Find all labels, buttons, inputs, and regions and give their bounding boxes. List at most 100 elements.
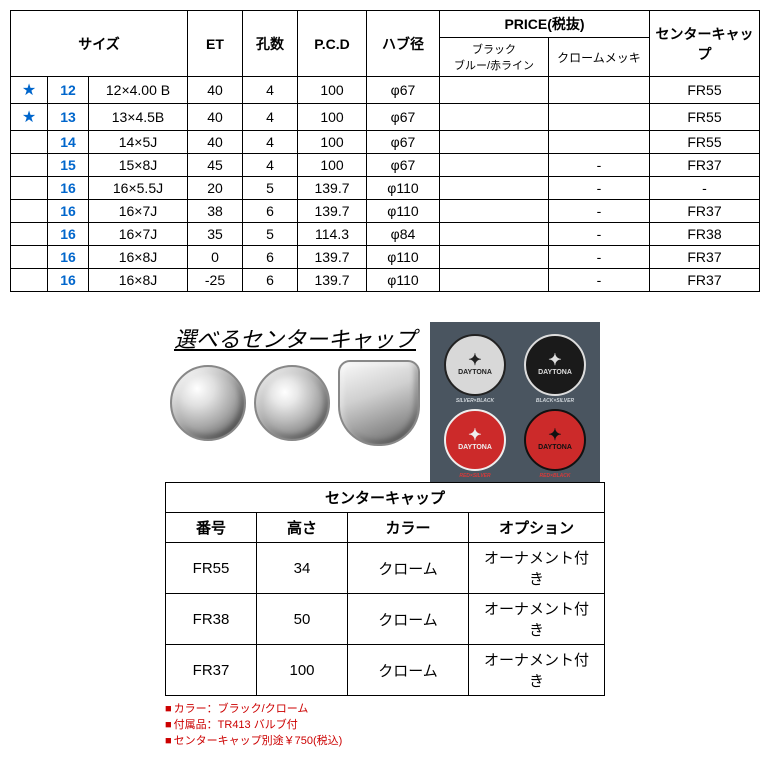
emblem-brand: DAYTONA [538,369,572,376]
cap-color-cell: クローム [348,543,469,594]
et-cell: 40 [188,77,243,104]
size-number: 12 [48,77,89,104]
table-row: 1616×7J386139.7φ110-FR37 [11,200,760,223]
cap-no-cell: FR37 [166,645,257,696]
holes-cell: 5 [243,223,298,246]
size-spec: 16×7J [89,200,188,223]
star-cell [11,246,48,269]
star-cell [11,200,48,223]
cap-color-cell: クローム [348,645,469,696]
price-black-cell [440,177,549,200]
hdr-hub: ハブ径 [367,11,440,77]
hdr-pcd: P.C.D [298,11,367,77]
wing-icon: ✦ [468,353,481,369]
emblem-panel: ✦DAYTONASILVER×BLACK✦DAYTONABLACK×SILVER… [430,322,600,482]
cap-height-cell: 50 [257,594,348,645]
cap-image-2 [254,365,330,441]
size-spec: 15×8J [89,154,188,177]
table-row: 1616×7J355114.3φ84-FR38 [11,223,760,246]
star-cell [11,154,48,177]
center-cap-cell: FR55 [650,131,760,154]
et-cell: -25 [188,269,243,292]
cap-height-cell: 34 [257,543,348,594]
size-number: 13 [48,104,89,131]
hub-cell: φ110 [367,177,440,200]
cap-table-row: FR37100クロームオーナメント付き [166,645,605,696]
pcd-cell: 100 [298,131,367,154]
emblem-brand: DAYTONA [458,369,492,376]
hdr-price-chrome: クロームメッキ [549,38,650,77]
pcd-cell: 100 [298,104,367,131]
cap-option-cell: オーナメント付き [469,645,605,696]
table-row: ★1313×4.5B404100φ67FR55 [11,104,760,131]
price-chrome-cell: - [549,246,650,269]
star-cell: ★ [11,77,48,104]
size-number: 16 [48,223,89,246]
price-chrome-cell: - [549,223,650,246]
price-chrome-cell: - [549,177,650,200]
cap-image-3 [338,360,420,446]
hub-cell: φ67 [367,77,440,104]
table-row: 1616×5.5J205139.7φ110-- [11,177,760,200]
notes-block: カラー：ブラック/クローム付属品：TR413 バルブ付センターキャップ別途￥75… [165,700,605,748]
emblem-badge: ✦DAYTONASILVER×BLACK [444,334,506,396]
et-cell: 0 [188,246,243,269]
price-black-cell [440,223,549,246]
price-black-cell [440,154,549,177]
holes-cell: 4 [243,77,298,104]
et-cell: 38 [188,200,243,223]
star-cell [11,131,48,154]
cap-color-cell: クローム [348,594,469,645]
star-cell: ★ [11,104,48,131]
cap-hdr-option: オプション [469,513,605,543]
cap-table-row: FR3850クロームオーナメント付き [166,594,605,645]
holes-cell: 4 [243,104,298,131]
price-black-cell [440,104,549,131]
cap-option-cell: オーナメント付き [469,543,605,594]
price-black-cell [440,131,549,154]
center-cap-cell: FR38 [650,223,760,246]
price-chrome-cell: - [549,269,650,292]
holes-cell: 6 [243,200,298,223]
hdr-center-cap: センターキャップ [650,11,760,77]
note-line: カラー：ブラック/クローム [165,700,605,716]
pcd-cell: 139.7 [298,246,367,269]
size-spec: 14×5J [89,131,188,154]
et-cell: 35 [188,223,243,246]
hub-cell: φ67 [367,104,440,131]
holes-cell: 6 [243,246,298,269]
holes-cell: 4 [243,154,298,177]
main-spec-table: サイズ ET 孔数 P.C.D ハブ径 PRICE(税抜) センターキャップ ブ… [10,10,760,292]
size-number: 16 [48,269,89,292]
emblem-label: RED×SILVER [440,473,510,479]
note-line: センターキャップ別途￥750(税込) [165,732,605,748]
hub-cell: φ110 [367,246,440,269]
cap-table-row: FR5534クロームオーナメント付き [166,543,605,594]
holes-cell: 5 [243,177,298,200]
star-cell [11,223,48,246]
emblem-label: RED×BLACK [520,473,590,479]
price-black-cell [440,269,549,292]
center-cap-table: センターキャップ 番号 高さ カラー オプション FR5534クロームオーナメン… [165,482,605,696]
size-spec: 16×7J [89,223,188,246]
center-cap-cell: FR37 [650,154,760,177]
center-cap-cell: FR37 [650,200,760,223]
price-chrome-cell [549,131,650,154]
price-chrome-cell [549,77,650,104]
emblem-label: BLACK×SILVER [520,398,590,404]
pcd-cell: 139.7 [298,200,367,223]
emblem-brand: DAYTONA [458,444,492,451]
table-row: 1414×5J404100φ67FR55 [11,131,760,154]
emblem-brand: DAYTONA [538,444,572,451]
wing-icon: ✦ [548,428,561,444]
hub-cell: φ67 [367,154,440,177]
size-number: 16 [48,200,89,223]
et-cell: 40 [188,131,243,154]
star-cell [11,177,48,200]
price-black-cell [440,246,549,269]
et-cell: 20 [188,177,243,200]
cap-images-row [170,360,420,446]
cap-table-title: センターキャップ [166,483,605,513]
et-cell: 40 [188,104,243,131]
price-black-cell [440,200,549,223]
